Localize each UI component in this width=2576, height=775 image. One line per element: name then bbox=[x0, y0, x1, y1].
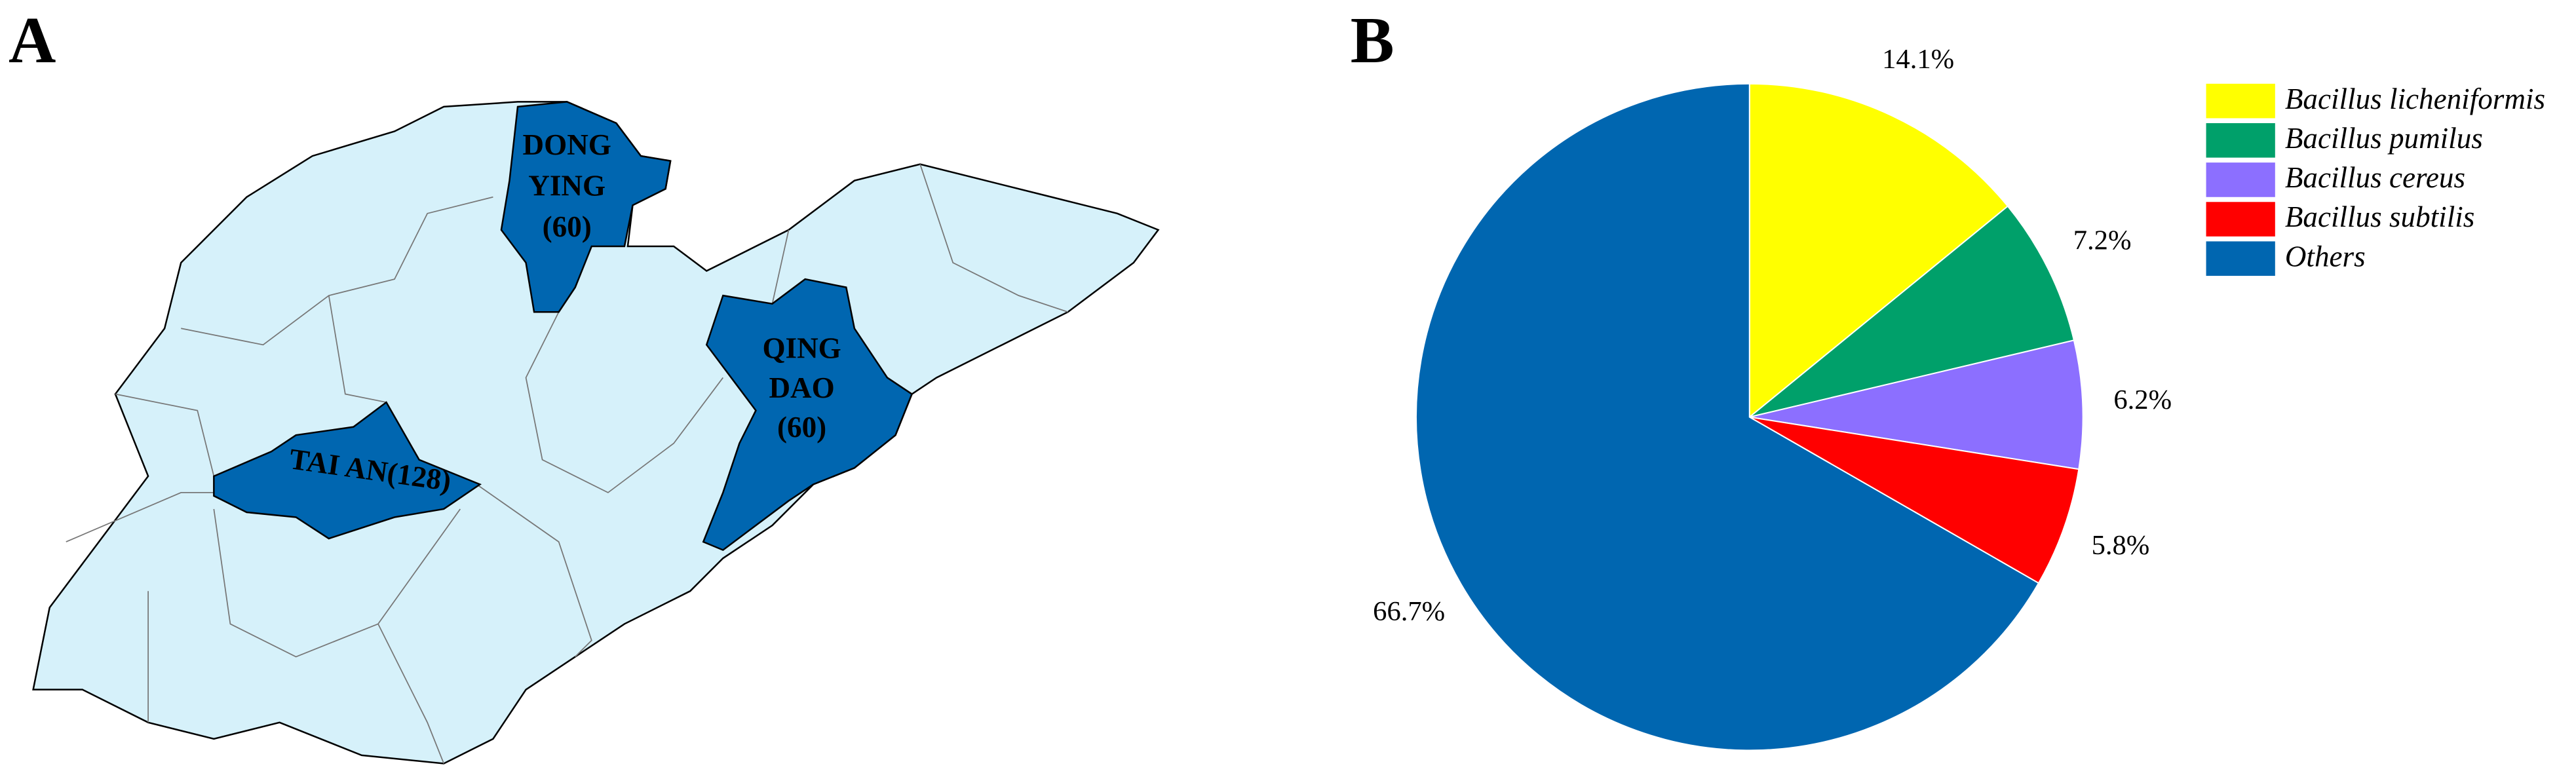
legend-swatch bbox=[2206, 202, 2275, 236]
border bbox=[213, 508, 461, 658]
legend-swatch bbox=[2206, 123, 2275, 158]
slice-label: 6.2% bbox=[2113, 385, 2172, 415]
pie-slice bbox=[1415, 83, 2040, 751]
border bbox=[115, 393, 215, 477]
legend-label: Bacillus pumilus bbox=[2285, 122, 2483, 155]
pie-slice bbox=[1748, 83, 2009, 419]
border bbox=[181, 196, 493, 346]
border bbox=[476, 483, 592, 658]
region-label: (60) bbox=[543, 210, 592, 243]
province-outline bbox=[32, 101, 1160, 765]
legend-label: Bacillus cereus bbox=[2285, 161, 2465, 194]
slice-label: 7.2% bbox=[2073, 225, 2132, 256]
border bbox=[525, 311, 724, 493]
legend-label: Bacillus subtilis bbox=[2285, 200, 2474, 233]
region-label: QING bbox=[762, 332, 841, 365]
legend-swatch bbox=[2206, 83, 2275, 119]
pie-slice bbox=[1749, 339, 2084, 470]
map: DONG YING (60) QING DAO (60) TAI AN(128) bbox=[32, 101, 1160, 765]
slice-label: 14.1% bbox=[1882, 44, 1954, 75]
region-taian bbox=[213, 401, 482, 540]
pie-slice bbox=[1749, 416, 2080, 584]
region-label: (60) bbox=[777, 411, 826, 444]
legend-label: Others bbox=[2285, 240, 2366, 273]
border bbox=[328, 295, 387, 403]
slice-label: 5.8% bbox=[2092, 530, 2150, 561]
region-dongying bbox=[500, 101, 672, 313]
legend-swatch bbox=[2206, 162, 2275, 197]
border bbox=[377, 624, 445, 764]
slice-label: 66.7% bbox=[1373, 596, 1445, 627]
panel-label: B bbox=[1351, 4, 1394, 77]
panel-label: A bbox=[9, 4, 56, 77]
pie-slice bbox=[1749, 205, 2075, 418]
border bbox=[66, 492, 214, 542]
region-label: YING bbox=[528, 170, 606, 202]
legend-swatch bbox=[2206, 241, 2275, 276]
county-borders bbox=[66, 164, 1068, 764]
legend-label: Bacillus licheniformis bbox=[2285, 83, 2545, 115]
region-label: DAO bbox=[769, 371, 834, 404]
border bbox=[771, 229, 790, 304]
border bbox=[919, 164, 1068, 313]
pie-chart: 14.1% 7.2% 6.2% 5.8% 66.7% Bacillus lichenifo… bbox=[1373, 44, 2545, 751]
region-qingdao bbox=[702, 278, 913, 552]
region-label: DONG bbox=[523, 128, 611, 161]
